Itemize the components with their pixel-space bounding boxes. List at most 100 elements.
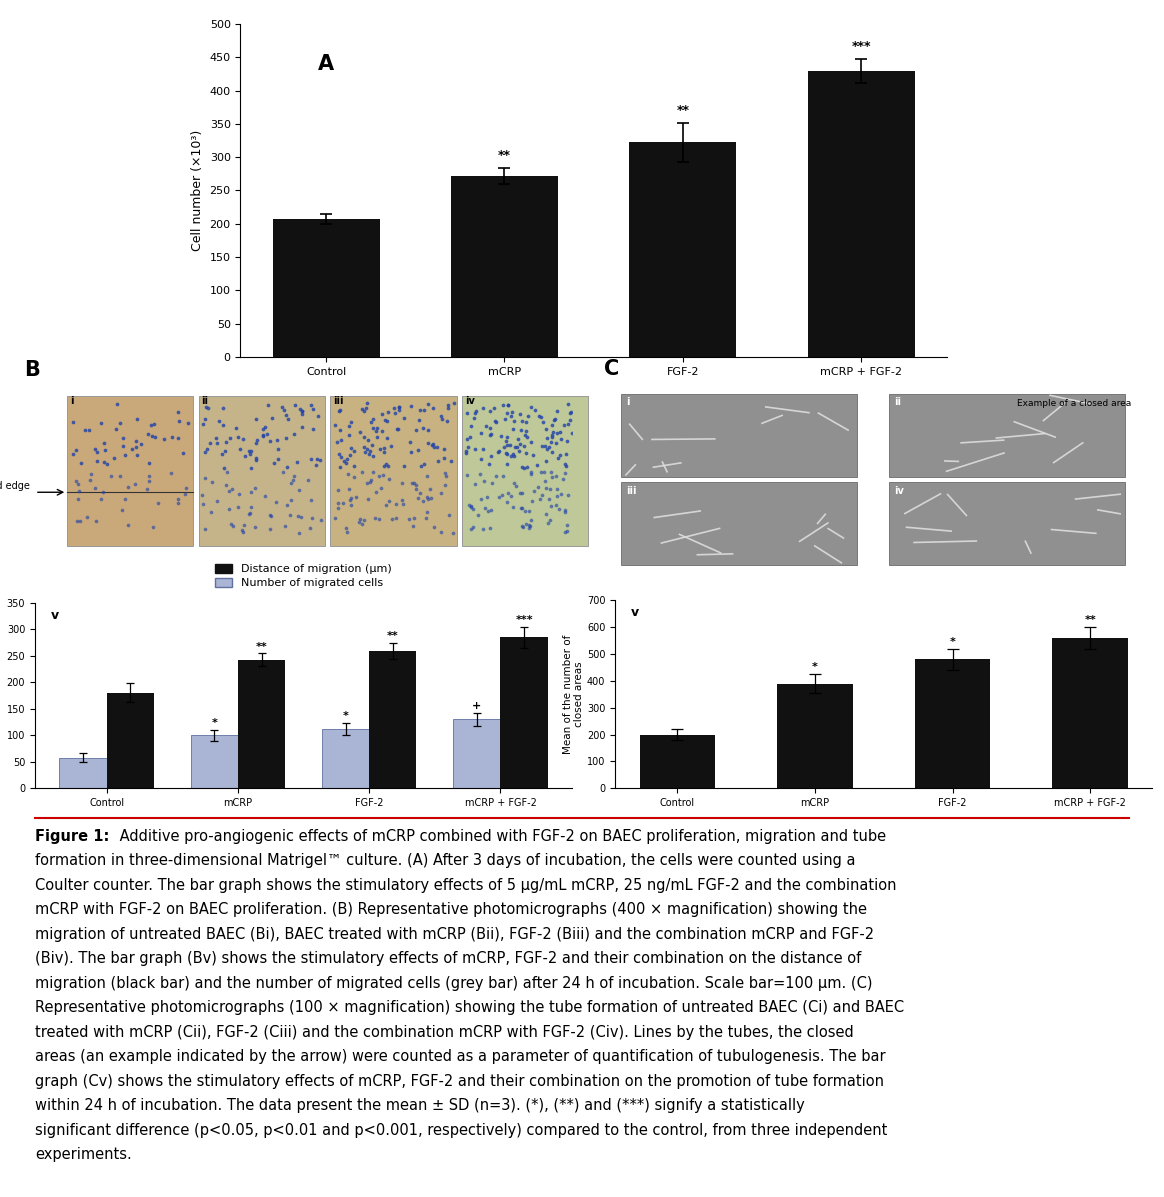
Text: v: v	[631, 606, 639, 619]
Point	[328, 498, 347, 517]
Point	[254, 426, 272, 445]
Point	[457, 466, 476, 485]
Point	[504, 444, 523, 463]
Point	[466, 474, 484, 493]
Point	[528, 478, 547, 497]
Point	[206, 429, 225, 448]
Point	[236, 446, 255, 466]
Point	[92, 490, 111, 509]
Point	[464, 408, 483, 427]
Point	[485, 412, 504, 431]
Point	[198, 439, 217, 458]
Point	[139, 425, 157, 444]
Point	[101, 466, 120, 485]
Point	[331, 401, 349, 420]
Point	[533, 436, 552, 455]
Point	[71, 511, 90, 530]
Point	[140, 467, 158, 486]
Point	[193, 494, 212, 514]
Point	[540, 490, 559, 509]
Point	[521, 432, 540, 451]
Bar	[272, 219, 379, 357]
Point	[213, 415, 232, 435]
Point	[432, 484, 450, 503]
Point	[115, 490, 134, 509]
Point	[275, 401, 293, 420]
Point	[511, 405, 530, 424]
Point	[403, 474, 421, 493]
Text: *: *	[950, 637, 956, 646]
Point	[471, 464, 490, 484]
Point	[512, 420, 531, 439]
Point	[535, 436, 554, 455]
Point	[357, 399, 376, 418]
Point	[576, 464, 595, 484]
Point	[474, 399, 492, 418]
Point	[340, 417, 359, 436]
Point	[241, 442, 260, 461]
Point	[505, 411, 524, 430]
Point	[221, 515, 240, 534]
Point	[517, 515, 535, 534]
Point	[559, 394, 577, 413]
Point	[410, 411, 428, 430]
Point	[220, 481, 239, 500]
Point	[170, 411, 189, 430]
Point	[357, 439, 376, 458]
Point	[376, 411, 395, 430]
Bar	[620, 394, 857, 476]
Point	[247, 451, 265, 470]
Point	[491, 426, 510, 445]
Text: treated with mCRP (Cii), FGF-2 (Ciii) and the combination mCRP with FGF-2 (Civ).: treated with mCRP (Cii), FGF-2 (Ciii) an…	[35, 1025, 853, 1039]
Point	[566, 424, 584, 443]
Point	[517, 427, 535, 446]
Point	[544, 423, 562, 442]
Point	[541, 432, 560, 451]
Point	[69, 475, 87, 494]
Point	[382, 509, 400, 528]
Point	[546, 409, 565, 429]
Point	[471, 424, 490, 443]
Point	[512, 498, 531, 517]
Point	[575, 448, 594, 467]
Point	[339, 464, 357, 484]
Point	[555, 455, 574, 474]
Point	[462, 496, 481, 515]
Point	[567, 435, 585, 454]
Point	[481, 425, 499, 444]
Point	[442, 451, 461, 470]
Point	[525, 481, 544, 500]
Point	[471, 490, 490, 509]
Point	[481, 419, 499, 438]
Point	[200, 433, 219, 452]
Point	[68, 511, 86, 530]
Point	[173, 443, 192, 462]
Point	[276, 516, 294, 535]
Point	[537, 452, 555, 472]
Point	[341, 491, 360, 510]
Point	[196, 442, 214, 461]
Text: **: **	[386, 631, 399, 642]
Point	[256, 417, 275, 436]
Point	[502, 486, 520, 505]
Point	[293, 405, 312, 424]
Point	[360, 431, 378, 450]
Point	[423, 488, 441, 508]
Text: iii: iii	[333, 396, 343, 406]
Point	[432, 523, 450, 542]
Point	[439, 399, 457, 418]
Point	[533, 412, 552, 431]
Point	[559, 485, 577, 504]
Text: iii: iii	[626, 486, 637, 496]
Point	[361, 470, 379, 490]
Point	[521, 510, 540, 529]
Point	[126, 475, 144, 494]
Point	[307, 455, 326, 474]
Point	[411, 484, 430, 503]
Point	[308, 407, 327, 426]
Point	[386, 494, 405, 514]
Point	[217, 475, 235, 494]
Point	[539, 514, 558, 533]
Point	[214, 399, 233, 418]
Point	[425, 517, 443, 536]
